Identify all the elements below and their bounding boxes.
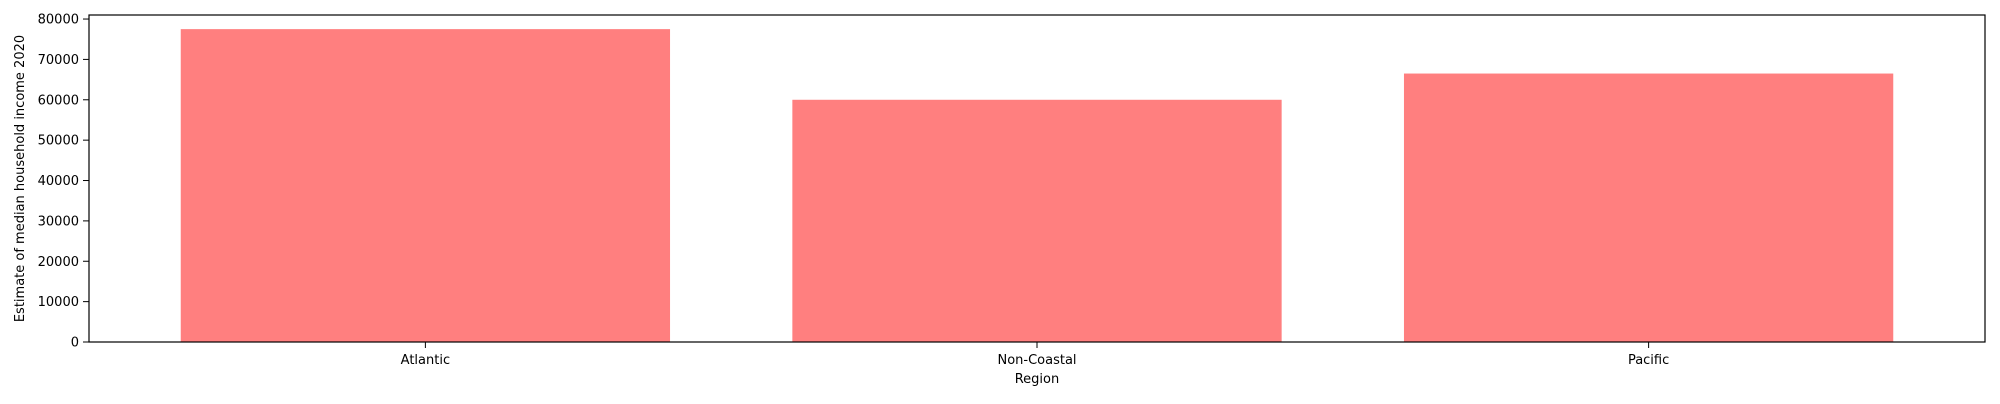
y-tick-label: 40000 <box>38 174 79 189</box>
bar-pacific <box>1403 73 1894 342</box>
y-tick-label: 50000 <box>38 134 79 149</box>
x-axis: Atlantic Non-Coastal Pacific <box>401 342 1669 368</box>
y-tick-label: 70000 <box>38 53 79 68</box>
x-tick-label: Pacific <box>1628 353 1669 368</box>
y-tick-label: 80000 <box>38 13 79 28</box>
bar-non-coastal <box>792 99 1282 343</box>
bar-atlantic <box>180 29 671 342</box>
y-tick-label: 10000 <box>38 295 79 310</box>
x-tick-label: Atlantic <box>401 353 450 368</box>
y-axis: 0 10000 20000 30000 40000 50000 60000 70000 8000… <box>38 13 89 351</box>
bars-layer <box>180 29 1894 343</box>
x-tick-label: Non-Coastal <box>997 353 1076 368</box>
y-tick-label: 0 <box>71 336 79 351</box>
y-tick-label: 30000 <box>38 214 79 229</box>
y-tick-label: 20000 <box>38 255 79 270</box>
y-axis-label: Estimate of median household income 2020 <box>13 35 28 322</box>
x-axis-label: Region <box>1015 372 1060 387</box>
y-tick-label: 60000 <box>38 93 79 108</box>
